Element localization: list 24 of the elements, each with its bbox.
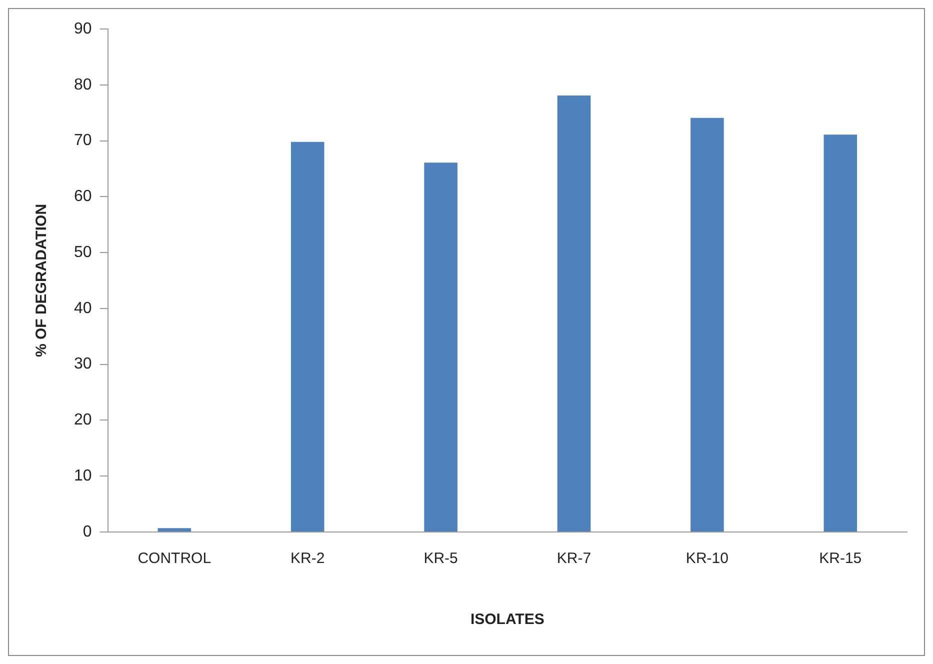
x-tick-label: CONTROL (138, 550, 212, 568)
y-tick-label: 70 (74, 132, 92, 150)
y-tick-label: 80 (74, 76, 92, 94)
y-axis-title: % OF DEGRADATION (33, 204, 50, 358)
y-tick-label: 20 (74, 412, 92, 429)
x-tick-label: KR-5 (424, 550, 458, 568)
x-tick-label: KR-10 (686, 550, 728, 568)
bar (424, 162, 458, 532)
bar (290, 142, 324, 532)
y-tick-label: 10 (74, 468, 92, 485)
bar (557, 96, 591, 532)
bar (690, 118, 724, 532)
y-tick-label: 30 (74, 356, 92, 373)
y-tick-label: 40 (74, 300, 92, 317)
x-tick-label: KR-15 (819, 550, 862, 568)
x-tick-label: KR-7 (556, 550, 592, 568)
y-tick-label: 50 (74, 244, 92, 261)
bar (158, 528, 192, 532)
y-tick-label: 60 (74, 188, 92, 206)
bar (824, 134, 858, 532)
x-tick-label: KR-2 (290, 550, 325, 568)
y-tick-label: 0 (82, 523, 92, 540)
y-tick-label: 90 (74, 20, 92, 38)
x-axis-title: ISOLATES (470, 611, 544, 628)
